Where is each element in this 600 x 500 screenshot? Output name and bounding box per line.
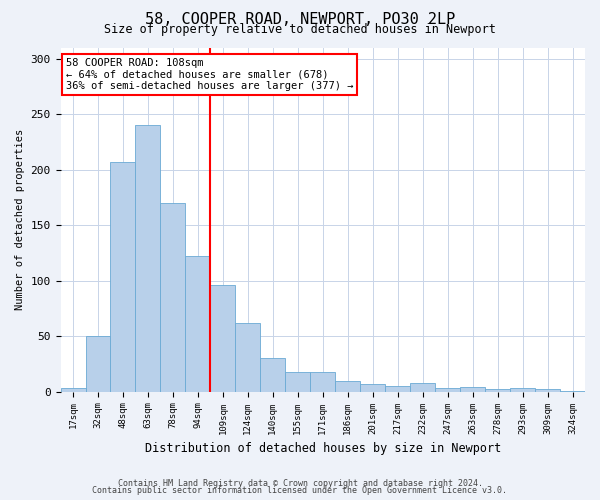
Text: Contains public sector information licensed under the Open Government Licence v3: Contains public sector information licen…	[92, 486, 508, 495]
Text: Size of property relative to detached houses in Newport: Size of property relative to detached ho…	[104, 22, 496, 36]
X-axis label: Distribution of detached houses by size in Newport: Distribution of detached houses by size …	[145, 442, 501, 455]
Bar	[335, 380, 360, 392]
Bar	[510, 388, 535, 392]
Text: 58, COOPER ROAD, NEWPORT, PO30 2LP: 58, COOPER ROAD, NEWPORT, PO30 2LP	[145, 12, 455, 28]
Bar	[235, 323, 260, 392]
Bar	[560, 390, 585, 392]
Bar	[360, 384, 385, 392]
Bar	[410, 383, 435, 392]
Bar	[385, 386, 410, 392]
Bar	[211, 285, 235, 392]
Bar	[185, 256, 211, 392]
Bar	[160, 203, 185, 392]
Y-axis label: Number of detached properties: Number of detached properties	[15, 129, 25, 310]
Bar	[310, 372, 335, 392]
Bar	[485, 390, 510, 392]
Text: Contains HM Land Registry data © Crown copyright and database right 2024.: Contains HM Land Registry data © Crown c…	[118, 478, 482, 488]
Bar	[460, 388, 485, 392]
Bar	[86, 336, 110, 392]
Bar	[136, 125, 160, 392]
Bar	[535, 390, 560, 392]
Bar	[61, 388, 86, 392]
Text: 58 COOPER ROAD: 108sqm
← 64% of detached houses are smaller (678)
36% of semi-de: 58 COOPER ROAD: 108sqm ← 64% of detached…	[66, 58, 353, 91]
Bar	[435, 388, 460, 392]
Bar	[110, 162, 136, 392]
Bar	[286, 372, 310, 392]
Bar	[260, 358, 286, 392]
